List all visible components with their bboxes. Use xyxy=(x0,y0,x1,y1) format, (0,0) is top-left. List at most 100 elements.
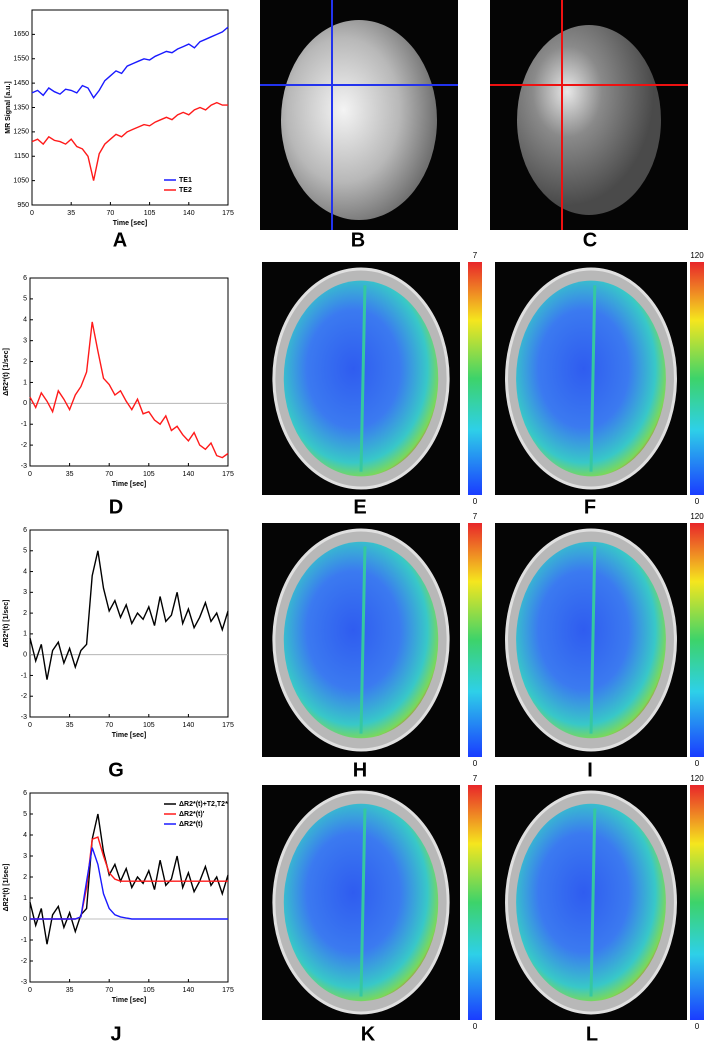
x-tick-label: 140 xyxy=(183,471,195,478)
y-tick-label: -1 xyxy=(21,421,27,428)
perfusion-map xyxy=(516,803,666,1002)
x-tick-label: 105 xyxy=(143,987,155,994)
colorbar xyxy=(690,523,704,757)
y-tick-label: 0 xyxy=(23,652,27,659)
x-tick-label: 0 xyxy=(28,987,32,994)
y-tick-label: 0 xyxy=(23,916,27,923)
x-tick-label: 105 xyxy=(143,722,155,729)
panel-label: L xyxy=(586,1023,598,1045)
x-tick-label: 70 xyxy=(105,722,113,729)
x-tick-label: 35 xyxy=(66,987,74,994)
y-tick-label: 1650 xyxy=(13,31,29,38)
y-tick-label: -3 xyxy=(21,714,27,721)
panel-label: G xyxy=(108,759,124,781)
y-tick-label: 2 xyxy=(23,874,27,881)
data-line xyxy=(29,550,229,680)
y-tick-label: 3 xyxy=(23,338,27,345)
data-line xyxy=(31,26,229,99)
y-tick-label: 1 xyxy=(23,379,27,386)
y-tick-label: 2 xyxy=(23,610,27,617)
x-tick-label: 35 xyxy=(66,471,74,478)
x-tick-label: 0 xyxy=(28,722,32,729)
colorbar-min-label: 0 xyxy=(695,497,700,506)
x-tick-label: 175 xyxy=(222,722,234,729)
y-tick-label: 1050 xyxy=(13,177,29,184)
colorbar-max-label: 7 xyxy=(473,512,478,521)
x-tick-label: 70 xyxy=(107,210,115,217)
panel-label: I xyxy=(587,759,593,781)
data-line xyxy=(29,813,229,945)
colorbar-max-label: 7 xyxy=(473,774,478,783)
data-line xyxy=(29,321,229,459)
panel-label: K xyxy=(361,1023,376,1045)
x-tick-label: 105 xyxy=(143,471,155,478)
x-tick-label: 140 xyxy=(183,987,195,994)
y-tick-label: -2 xyxy=(21,693,27,700)
panel-label: F xyxy=(584,496,596,518)
colorbar xyxy=(468,262,482,495)
colorbar-min-label: 0 xyxy=(473,1022,478,1031)
y-tick-label: -1 xyxy=(21,672,27,679)
y-tick-label: 6 xyxy=(23,275,27,282)
x-tick-label: 35 xyxy=(67,210,75,217)
y-axis-label: ΔR2*(t) [1/sec] xyxy=(3,600,10,648)
brain xyxy=(517,25,661,215)
x-tick-label: 175 xyxy=(222,210,234,217)
x-axis-label: Time [sec] xyxy=(112,481,147,488)
plot-area xyxy=(29,277,229,467)
y-tick-label: -1 xyxy=(21,937,27,944)
y-tick-label: 5 xyxy=(23,296,27,303)
panel-label: C xyxy=(583,229,597,251)
legend-label: ΔR2*(t)+T2,T2* xyxy=(179,801,228,808)
x-tick-label: 140 xyxy=(183,210,195,217)
x-tick-label: 175 xyxy=(222,471,234,478)
legend-label: ΔR2*(t) xyxy=(179,821,203,828)
y-axis-label: MR Signal [a.u.] xyxy=(5,81,12,134)
y-tick-label: 3 xyxy=(23,853,27,860)
colorbar-max-label: 120 xyxy=(690,512,704,521)
y-tick-label: 1450 xyxy=(13,80,29,87)
colorbar xyxy=(468,785,482,1020)
colorbar xyxy=(468,523,482,757)
y-tick-label: 1550 xyxy=(13,56,29,63)
y-tick-label: 1 xyxy=(23,895,27,902)
panel-label: E xyxy=(353,496,366,518)
colorbar-min-label: 0 xyxy=(473,759,478,768)
y-tick-label: 3 xyxy=(23,589,27,596)
legend-label: TE1 xyxy=(179,177,192,184)
y-tick-label: 6 xyxy=(23,527,27,534)
y-tick-label: 6 xyxy=(23,790,27,797)
midline xyxy=(589,285,597,472)
midline xyxy=(359,546,367,734)
x-axis-label: Time [sec] xyxy=(113,220,148,227)
midline xyxy=(359,285,367,472)
colorbar-min-label: 0 xyxy=(695,1022,700,1031)
x-tick-label: 0 xyxy=(28,471,32,478)
plot-area xyxy=(29,792,229,983)
midline xyxy=(589,546,597,734)
perfusion-map xyxy=(283,803,439,1002)
data-line xyxy=(30,847,228,920)
y-tick-label: 4 xyxy=(23,568,27,575)
y-tick-label: 0 xyxy=(23,400,27,407)
plot-area xyxy=(31,9,229,206)
midline xyxy=(589,808,597,997)
y-tick-label: 1350 xyxy=(13,104,29,111)
panel-label: D xyxy=(109,496,123,518)
x-tick-label: 175 xyxy=(222,987,234,994)
y-tick-label: -2 xyxy=(21,442,27,449)
x-axis-label: Time [sec] xyxy=(112,997,147,1004)
y-tick-label: 5 xyxy=(23,548,27,555)
y-tick-label: -2 xyxy=(21,958,27,965)
y-tick-label: 1150 xyxy=(14,153,29,160)
x-tick-label: 35 xyxy=(66,722,74,729)
colorbar-min-label: 0 xyxy=(695,759,700,768)
y-tick-label: 2 xyxy=(23,358,27,365)
x-tick-label: 105 xyxy=(144,210,156,217)
panel-label: A xyxy=(113,229,127,251)
x-axis-label: Time [sec] xyxy=(112,732,147,739)
perfusion-map xyxy=(283,541,439,739)
perfusion-map xyxy=(516,280,666,477)
legend-label: TE2 xyxy=(179,187,192,194)
